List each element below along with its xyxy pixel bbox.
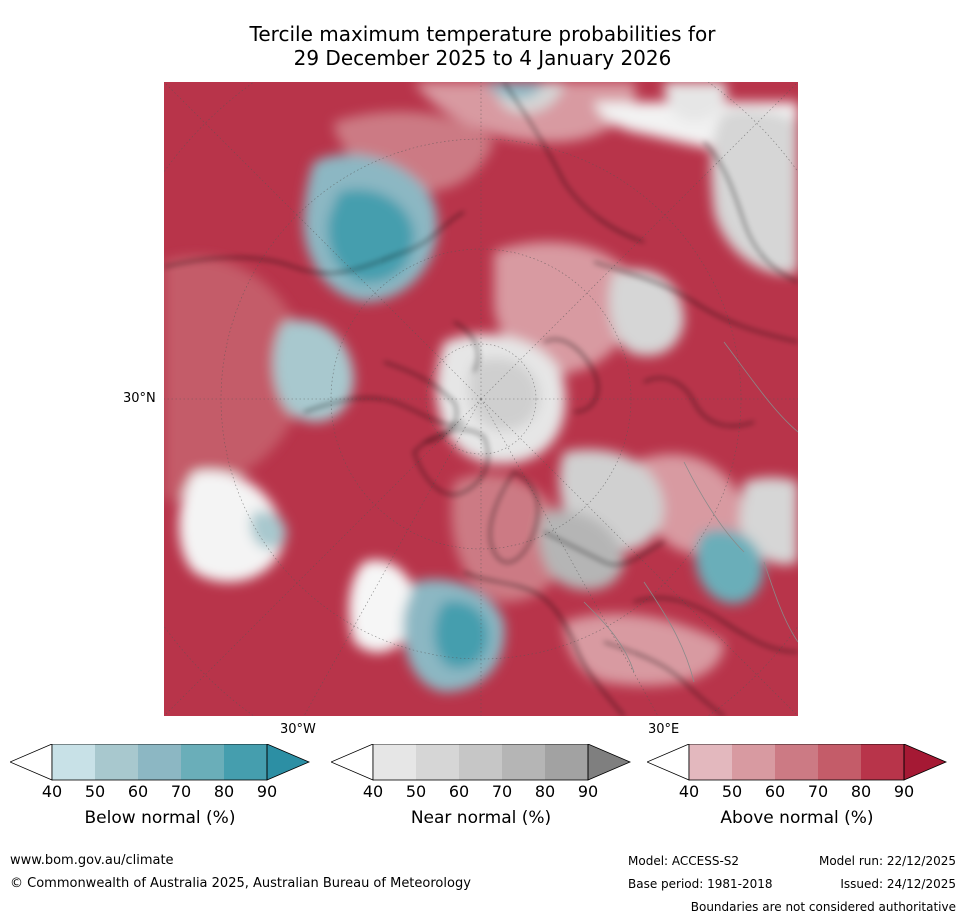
colorbar-above-segment <box>732 744 775 780</box>
colorbar-above-tick-label: 80 <box>850 782 872 801</box>
colorbar-below-extend-high <box>266 743 311 781</box>
colorbar-below-segment <box>138 744 181 780</box>
colorbar-above-segment <box>775 744 818 780</box>
colorbar-near-segment <box>545 744 588 780</box>
footer-issued: Issued: 24/12/2025 <box>840 877 956 891</box>
colorbar-below-outline <box>51 743 268 781</box>
colorbar-near-segment <box>502 744 545 780</box>
colorbar-near-tick-label: 60 <box>448 782 470 801</box>
colorbar-above-outline <box>688 743 905 781</box>
colorbar-near-tick-label: 90 <box>577 782 599 801</box>
colorbar-near: 40 50 60 70 80 90 Near normal (%) <box>329 743 632 844</box>
colorbar-above-tick-label: 50 <box>721 782 743 801</box>
colorbar-below-tick-label: 60 <box>127 782 149 801</box>
footer-model-run: Model run: 22/12/2025 <box>818 854 956 868</box>
colorbar-above-label: Above normal (%) <box>720 808 874 828</box>
colorbar-below: 40 50 60 70 80 90 Below normal (%) <box>8 743 311 844</box>
colorbar-above-extend-low <box>645 743 690 781</box>
colorbar-near-extend-low <box>329 743 374 781</box>
lon-label-30w: 30°W <box>280 722 316 737</box>
colorbar-below-segment <box>224 744 267 780</box>
colorbar-below-tick-label: 40 <box>41 782 63 801</box>
country-borders <box>583 341 798 683</box>
colorbar-below-tick-label: 90 <box>256 782 278 801</box>
colorbar-above: 40 50 60 70 80 90 Above normal (%) <box>645 743 948 844</box>
coastlines <box>164 82 798 716</box>
colorbar-below-tick-label: 80 <box>213 782 235 801</box>
title-line-1: Tercile maximum temperature probabilitie… <box>249 22 716 46</box>
colorbar-near-label: Near normal (%) <box>410 808 552 828</box>
colorbar-near-segment <box>416 744 459 780</box>
title-line-2: 29 December 2025 to 4 January 2026 <box>293 46 672 70</box>
colorbar-near-tick-label: 70 <box>491 782 513 801</box>
colorbar-above-tick-label: 70 <box>807 782 829 801</box>
colorbar-below-segment <box>95 744 138 780</box>
footer-base-period: Base period: 1981-2018 <box>628 877 773 891</box>
colorbar-below-segment <box>52 744 95 780</box>
colorbar-above-tick-label: 60 <box>764 782 786 801</box>
colorbar-near-tick-label: 40 <box>362 782 384 801</box>
colorbar-below-segment <box>181 744 224 780</box>
probability-fields <box>164 82 798 692</box>
colorbar-near-tick-label: 80 <box>534 782 556 801</box>
footer-model: Model: ACCESS-S2 <box>628 854 740 868</box>
footer-copyright: © Commonwealth of Australia 2025, Austra… <box>10 876 471 891</box>
colorbar-above-tick-label: 40 <box>678 782 700 801</box>
footer-url: www.bom.gov.au/climate <box>10 853 174 868</box>
colorbar-near-tick-label: 50 <box>405 782 427 801</box>
colorbar-above-segment <box>818 744 861 780</box>
lon-label-30e: 30°E <box>648 722 680 737</box>
colorbar-above-segment <box>689 744 732 780</box>
colorbar-above-segment <box>861 744 904 780</box>
map-canvas <box>164 82 798 716</box>
colorbar-above-swatches <box>645 743 948 781</box>
colorbar-below-tick-label: 50 <box>84 782 106 801</box>
colorbar-near-segment <box>373 744 416 780</box>
probability-map <box>164 82 798 716</box>
map-title: Tercile maximum temperature probabilitie… <box>0 22 965 70</box>
footer-disclaimer: Boundaries are not considered authoritat… <box>690 900 956 914</box>
colorbar-below-label: Below normal (%) <box>84 808 236 828</box>
lat-label-30n: 30°N <box>123 391 156 406</box>
colorbar-above-extend-high <box>903 743 948 781</box>
colorbar-below-extend-low <box>8 743 53 781</box>
colorbar-below-tick-label: 70 <box>170 782 192 801</box>
colorbar-below-swatches <box>8 743 311 781</box>
colorbar-near-segment <box>459 744 502 780</box>
colorbar-near-outline <box>372 743 589 781</box>
colorbar-near-extend-high <box>587 743 632 781</box>
colorbar-near-swatches <box>329 743 632 781</box>
colorbar-above-tick-label: 90 <box>893 782 915 801</box>
